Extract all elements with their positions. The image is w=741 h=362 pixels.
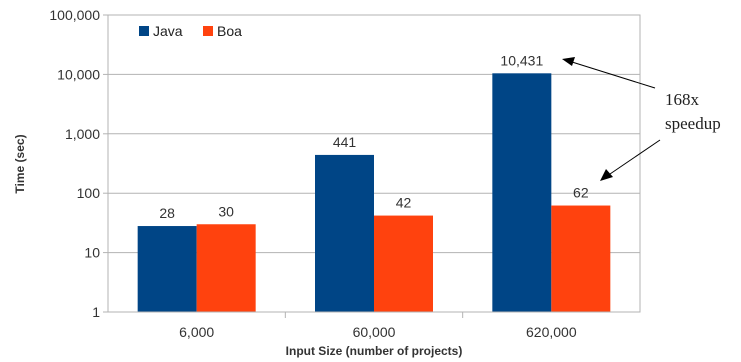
bar-java-1	[315, 154, 374, 312]
legend-label-boa: Boa	[217, 23, 242, 39]
x-tick-label: 6,000	[179, 324, 214, 340]
plot-frame	[107, 14, 641, 313]
y-tick-label: 100	[77, 185, 101, 201]
legend-label-java: Java	[153, 23, 183, 39]
axes: 1 10 100 1,000 10,000 100,000 6,000 60,000 620,0…	[49, 7, 641, 340]
y-tick-label: 1	[92, 304, 100, 320]
data-label-boa-0: 30	[218, 203, 234, 219]
y-tick-label: 10,000	[57, 66, 100, 82]
bar-java-2	[492, 73, 552, 313]
y-axis-title: Time (sec)	[13, 134, 27, 193]
x-tick-label: 60,000	[353, 324, 396, 340]
bars	[137, 73, 611, 313]
data-label-boa-1: 42	[396, 195, 412, 211]
legend-swatch-boa	[203, 26, 213, 36]
legend-swatch-java	[139, 26, 149, 36]
y-tick-label: 100,000	[49, 7, 100, 23]
annotation-arrowhead-java	[562, 57, 575, 66]
x-tick-label: 620,000	[526, 324, 577, 340]
data-label-boa-2: 62	[573, 185, 589, 201]
annotation-line-1: 168x	[665, 90, 700, 109]
data-label-java-1: 441	[333, 134, 357, 150]
bar-boa-1	[374, 215, 433, 312]
speedup-annotation: 168x speedup	[562, 57, 721, 181]
data-label-java-2: 10,431	[500, 52, 543, 68]
bar-boa-0	[196, 224, 256, 312]
data-labels: 28 30 441 42 10,431 62	[159, 52, 588, 221]
annotation-arrowhead-boa	[600, 169, 613, 181]
annotation-arrow-boa	[609, 139, 661, 175]
annotation-line-2: speedup	[665, 114, 721, 133]
bar-java-0	[137, 226, 197, 312]
y-tick-label: 10	[84, 245, 100, 261]
legend: Java Boa	[139, 23, 242, 39]
x-axis-title: Input Size (number of projects)	[286, 344, 463, 358]
bar-boa-2	[551, 205, 611, 312]
data-label-java-0: 28	[159, 205, 175, 221]
annotation-arrow-java	[571, 61, 656, 89]
y-tick-label: 1,000	[65, 126, 100, 142]
